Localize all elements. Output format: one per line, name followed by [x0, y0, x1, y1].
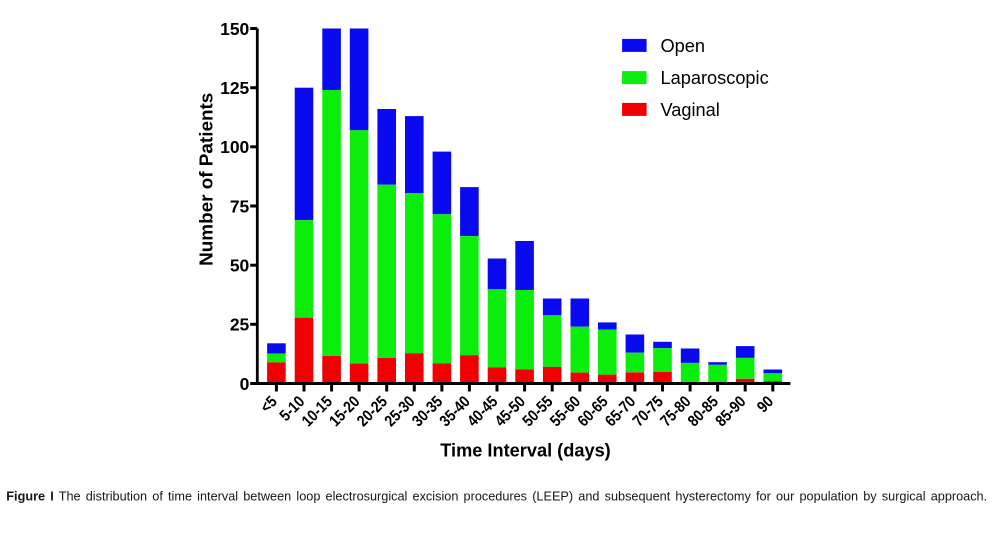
svg-text:Vaginal: Vaginal — [661, 100, 720, 120]
svg-text:25: 25 — [230, 315, 250, 335]
svg-text:125: 125 — [220, 78, 249, 98]
svg-text:0: 0 — [240, 374, 250, 394]
svg-text:Laparoscopic: Laparoscopic — [661, 68, 769, 88]
svg-text:75: 75 — [230, 196, 250, 216]
svg-text:50: 50 — [230, 256, 250, 276]
svg-text:Figure I The distribution of t: Figure I The distribution of time interv… — [6, 490, 987, 504]
svg-text:Open: Open — [661, 36, 706, 56]
svg-text:Time Interval (days): Time Interval (days) — [440, 440, 611, 460]
svg-text:150: 150 — [220, 19, 249, 39]
svg-text:100: 100 — [220, 137, 249, 157]
svg-text:Number of Patients: Number of Patients — [197, 93, 218, 266]
